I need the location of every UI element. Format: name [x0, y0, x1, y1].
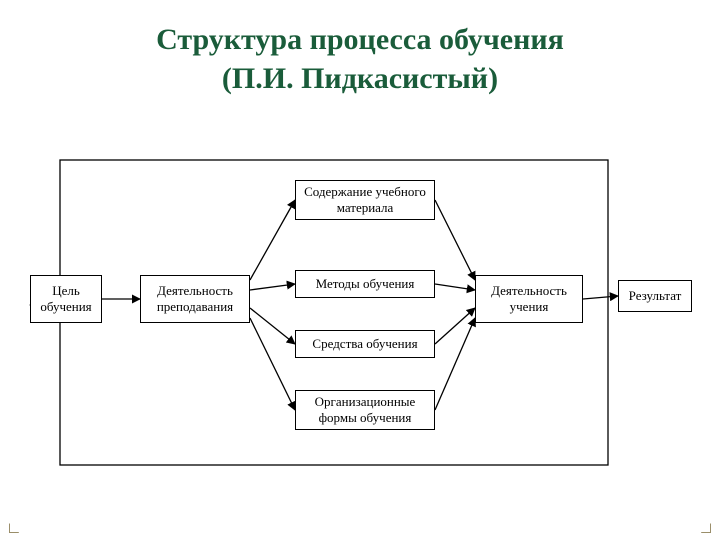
node-learning: Деятельность учения: [475, 275, 583, 323]
node-forms: Организационные формы обучения: [295, 390, 435, 430]
flowchart-diagram: Цель обучения Деятельность преподавания Со…: [20, 140, 700, 500]
node-result: Результат: [618, 280, 692, 312]
slide-title: Структура процесса обучения (П.И. Пидкас…: [0, 0, 720, 98]
title-line-1: Структура процесса обучения: [156, 23, 564, 56]
title-line-2: (П.И. Пидкасистый): [222, 62, 498, 95]
node-content: Содержание учебного материала: [295, 180, 435, 220]
node-means: Средства обучения: [295, 330, 435, 358]
corner-decoration-bl: ∟: [6, 520, 20, 534]
node-teaching: Деятельность преподавания: [140, 275, 250, 323]
node-methods: Методы обучения: [295, 270, 435, 298]
node-goal: Цель обучения: [30, 275, 102, 323]
corner-decoration-br: ∟: [700, 520, 714, 534]
